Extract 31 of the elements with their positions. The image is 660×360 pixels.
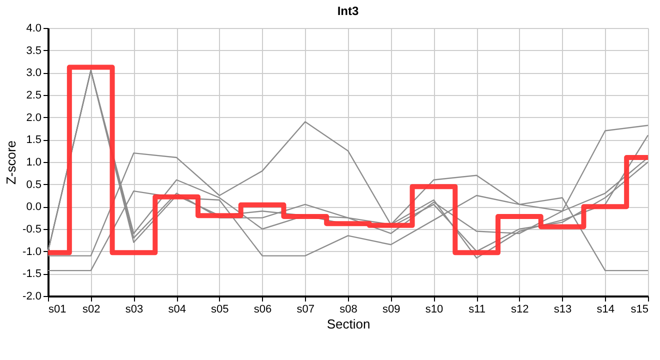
x-axis-title: Section [326, 316, 370, 332]
x-tick-label: s15 [630, 304, 648, 316]
y-tick-label: 2.0 [26, 112, 42, 124]
y-tick-label: -2.0 [22, 290, 42, 302]
y-tick-label: 1.5 [26, 134, 42, 146]
y-tick-label: 0.5 [26, 178, 42, 191]
y-tick-label: -1.5 [22, 268, 42, 280]
y-tick-label: 1.0 [26, 156, 42, 168]
x-tick-label: s09 [382, 304, 400, 316]
x-tick-label: s02 [82, 304, 100, 316]
y-tick-label: 3.0 [26, 67, 42, 80]
x-tick-label: s05 [211, 304, 229, 316]
x-tick-label: s13 [554, 304, 572, 316]
x-tick-label: s12 [511, 304, 529, 316]
x-tick-label: s11 [468, 304, 486, 316]
y-tick-label: -1.0 [22, 246, 42, 258]
x-tick-label: s07 [296, 304, 315, 316]
x-tick-label: s03 [125, 304, 144, 316]
chart-title: Int3 [337, 4, 359, 18]
y-tick-label: 4.0 [26, 22, 42, 34]
y-axis-title: Z-score [4, 140, 19, 185]
x-tick-label: s06 [254, 304, 272, 316]
y-tick-label: -0.5 [22, 224, 42, 236]
y-tick-label: 2.5 [26, 90, 42, 102]
x-tick-label: s14 [596, 304, 615, 316]
x-tick-label: s08 [340, 304, 358, 316]
y-tick-label: 3.5 [26, 44, 42, 57]
x-tick-label: s04 [168, 304, 186, 316]
x-tick-label: s01 [48, 304, 66, 316]
x-tick-label: s10 [425, 304, 444, 316]
y-tick-label: 0.0 [26, 201, 42, 214]
